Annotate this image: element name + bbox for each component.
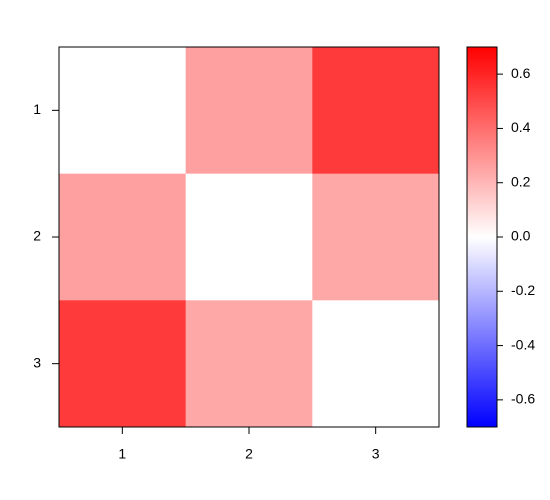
heatmap-cell	[185, 47, 313, 175]
colorbar-tick-label: -0.6	[511, 391, 535, 407]
colorbar-tick-label: 0.2	[511, 173, 531, 189]
heatmap-cell	[312, 173, 440, 301]
colorbar-tick-label: 0.4	[511, 119, 531, 135]
heatmap-cell	[312, 47, 440, 175]
y-tick-label: 2	[33, 228, 41, 244]
heatmap-cell	[185, 173, 313, 301]
heatmap-cell	[185, 300, 313, 428]
x-tick-label: 1	[118, 446, 126, 462]
heatmap-cell	[312, 300, 440, 428]
colorbar-tick-label: 0.0	[511, 228, 531, 244]
x-tick-label: 3	[372, 446, 380, 462]
heatmap-cell	[59, 300, 187, 428]
colorbar-tick-label: 0.6	[511, 65, 531, 81]
heatmap-cells	[59, 47, 440, 428]
y-tick-label: 1	[33, 101, 41, 117]
x-tick-label: 2	[245, 446, 253, 462]
heatmap-cell	[59, 173, 187, 301]
colorbar	[466, 46, 498, 428]
colorbar-tick-label: -0.2	[511, 282, 535, 298]
heatmap-cell	[59, 47, 187, 175]
y-tick-label: 3	[33, 354, 41, 370]
colorbar-tick-label: -0.4	[511, 336, 535, 352]
